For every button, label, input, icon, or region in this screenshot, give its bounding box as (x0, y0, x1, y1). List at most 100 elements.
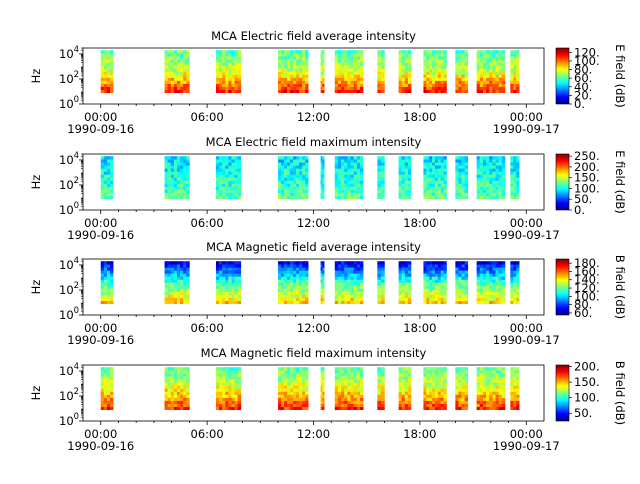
heatmap-cell (437, 285, 442, 289)
heatmap-cell (404, 174, 409, 178)
heatmap-cell (437, 71, 442, 75)
heatmap-cell (225, 282, 229, 286)
heatmap-cell (516, 83, 520, 87)
heatmap-cell (106, 400, 111, 404)
heatmap-cell (347, 394, 351, 398)
heatmap-cell (167, 282, 172, 286)
heatmap-cell (293, 68, 297, 72)
heatmap-cell (100, 174, 105, 178)
heatmap-cell (437, 300, 442, 305)
heatmap-cell (344, 186, 348, 190)
heatmap-cell (437, 282, 442, 286)
heatmap-cell (476, 394, 481, 398)
heatmap-cell (305, 397, 309, 401)
heatmap-cell (284, 379, 288, 383)
heatmap-cell (377, 171, 382, 175)
heatmap-cell (176, 385, 181, 389)
heatmap-cell (476, 391, 481, 395)
heatmap-cell (398, 168, 403, 172)
colorbar-tick-label: 200. (574, 160, 600, 174)
heatmap-cell (176, 273, 181, 277)
heatmap-cell (492, 53, 496, 57)
heatmap-cell (164, 270, 168, 274)
heatmap-cell (334, 291, 339, 295)
heatmap-cell (180, 370, 184, 374)
heatmap-cell (353, 71, 358, 75)
heatmap-cell (510, 195, 514, 200)
heatmap-cell (231, 279, 235, 283)
heatmap-cell (353, 77, 358, 81)
heatmap-cell (455, 382, 459, 386)
heatmap-cell (164, 388, 168, 392)
heatmap-cell (299, 86, 303, 90)
heatmap-cell (495, 159, 499, 163)
heatmap-cell (434, 171, 439, 175)
heatmap-cell (443, 391, 447, 395)
heatmap-cell (170, 300, 175, 305)
heatmap-cell (356, 270, 361, 274)
heatmap-cell (231, 264, 235, 268)
heatmap-cell (495, 50, 499, 54)
heatmap-cell (458, 65, 462, 69)
heatmap-cell (513, 300, 517, 305)
heatmap-cell (377, 83, 382, 87)
heatmap-cell (344, 62, 348, 66)
heatmap-cell (293, 388, 297, 392)
heatmap-cell (486, 77, 490, 81)
heatmap-cell (516, 400, 520, 404)
heatmap-cell (437, 62, 442, 66)
heatmap-cell (186, 388, 190, 392)
heatmap-cell (353, 83, 358, 87)
heatmap-cell (486, 83, 490, 87)
heatmap-cell (228, 273, 232, 277)
heatmap-cell (299, 288, 303, 292)
heatmap-cell (434, 80, 439, 84)
heatmap-cell (432, 62, 436, 66)
heatmap-cell (356, 80, 361, 84)
heatmap-cell (302, 297, 306, 301)
heatmap-cell (219, 391, 223, 395)
heatmap-cell (498, 156, 503, 160)
heatmap-cell (407, 77, 412, 81)
heatmap-cell (458, 370, 462, 374)
heatmap-cell (278, 74, 282, 78)
heatmap-cell (377, 168, 382, 172)
heatmap-cell (225, 195, 229, 200)
panel-2: MCA Electric field maximum intensityHz10… (29, 135, 627, 242)
heatmap-cell (103, 189, 108, 193)
heatmap-cell (106, 391, 111, 395)
heatmap-cell (492, 177, 496, 181)
heatmap-cell (407, 71, 412, 75)
heatmap-cell (164, 276, 168, 280)
heatmap-cell (423, 159, 427, 163)
heatmap-cell (516, 168, 520, 172)
heatmap-cell (219, 189, 223, 193)
heatmap-cell (347, 156, 351, 160)
panel-title: MCA Electric field average intensity (211, 29, 416, 43)
heatmap-cell (293, 376, 297, 380)
heatmap-cell (398, 385, 403, 389)
heatmap-cell (231, 370, 235, 374)
heatmap-cell (443, 56, 447, 60)
heatmap-cell (350, 171, 354, 175)
heatmap-cell (513, 171, 517, 175)
heatmap-cell (440, 162, 444, 166)
heatmap-cell (170, 267, 175, 271)
heatmap-cell (103, 382, 108, 386)
heatmap-cell (501, 297, 506, 301)
heatmap-cell (334, 406, 339, 411)
heatmap-cell (359, 288, 364, 292)
x-tick-label: 00:00 (84, 110, 117, 124)
heatmap-cell (215, 168, 220, 172)
heatmap-cell (222, 406, 226, 411)
heatmap-cell (341, 168, 345, 172)
heatmap-cell (356, 300, 361, 305)
heatmap-cell (443, 62, 447, 66)
heatmap-cell (404, 71, 409, 75)
heatmap-cell (492, 373, 496, 377)
heatmap-cell (237, 83, 242, 87)
heatmap-cell (356, 288, 361, 292)
heatmap-cell (486, 300, 490, 305)
heatmap-cell (455, 403, 459, 407)
heatmap-cell (219, 80, 223, 84)
